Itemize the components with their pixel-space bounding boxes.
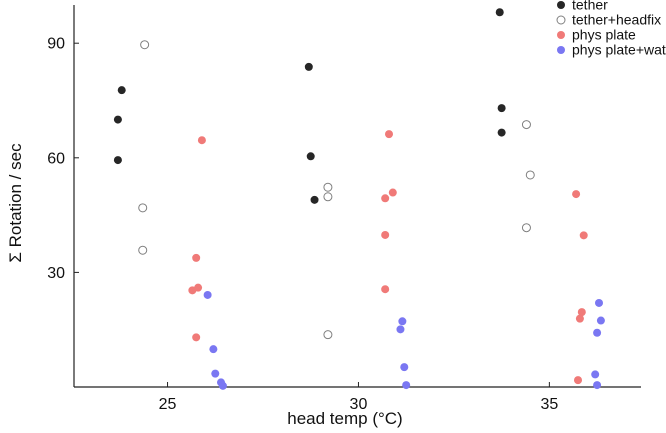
legend-marker xyxy=(557,1,565,9)
data-point xyxy=(310,195,319,204)
data-point xyxy=(596,316,605,325)
data-point xyxy=(525,170,535,180)
data-point xyxy=(117,86,126,95)
data-point xyxy=(497,128,506,137)
data-point xyxy=(579,231,588,240)
data-point xyxy=(521,223,531,233)
legend-marker xyxy=(557,31,565,39)
data-point xyxy=(577,308,586,317)
legend-label: phys plate+water xyxy=(572,42,666,58)
axes: 30 60 90 25 30 35 xyxy=(47,5,641,413)
data-point xyxy=(381,230,390,239)
series-tether-headfix xyxy=(138,40,535,340)
series-phys-plate-water xyxy=(203,290,605,390)
x-tick-label: 25 xyxy=(159,396,177,413)
y-axis-label: Σ Rotation / sec xyxy=(6,143,25,263)
data-point xyxy=(197,136,206,145)
data-point xyxy=(572,190,581,199)
legend-label: tether xyxy=(572,0,608,13)
series-tether xyxy=(113,8,506,204)
x-tick-label: 35 xyxy=(540,396,558,413)
y-tick-label: 60 xyxy=(47,150,65,167)
data-point xyxy=(192,333,201,342)
data-point xyxy=(306,152,315,161)
data-point xyxy=(323,182,333,192)
data-point xyxy=(211,369,220,378)
legend-item: tether xyxy=(557,0,608,13)
legend-item: tether+headfix xyxy=(556,12,661,28)
data-point xyxy=(113,115,122,124)
data-point xyxy=(591,370,600,379)
data-point xyxy=(593,381,602,390)
legend-marker xyxy=(556,15,566,25)
data-point xyxy=(188,286,197,295)
y-tick-label: 30 xyxy=(47,265,65,282)
data-points xyxy=(113,8,605,390)
data-point xyxy=(396,325,405,334)
data-point xyxy=(574,376,582,385)
data-point xyxy=(304,62,313,71)
legend-label: phys plate xyxy=(572,27,636,43)
data-point xyxy=(218,381,227,390)
legend-item: phys plate+water xyxy=(557,42,666,58)
data-point xyxy=(388,188,397,197)
data-point xyxy=(209,345,218,354)
data-point xyxy=(140,40,150,50)
data-point xyxy=(138,245,148,255)
data-point xyxy=(575,314,584,323)
data-point xyxy=(381,194,390,203)
legend-marker xyxy=(557,46,565,54)
data-point xyxy=(203,290,212,299)
data-point xyxy=(381,285,390,294)
data-point xyxy=(385,130,393,139)
series-phys-plate xyxy=(188,130,588,385)
data-point xyxy=(192,253,201,262)
data-point xyxy=(113,156,122,165)
y-tick-label: 90 xyxy=(47,36,65,53)
data-point xyxy=(593,328,602,337)
legend-item: phys plate xyxy=(557,27,636,43)
data-point xyxy=(398,317,407,326)
data-point xyxy=(595,298,603,307)
legend-label: tether+headfix xyxy=(572,12,661,28)
data-point xyxy=(400,363,409,372)
x-axis-label: head temp (°C) xyxy=(287,409,402,428)
data-point xyxy=(138,203,148,213)
data-point xyxy=(497,104,506,113)
data-point xyxy=(323,192,333,202)
data-point xyxy=(495,8,504,17)
x-tick-label: 30 xyxy=(350,396,368,413)
data-point xyxy=(323,330,333,340)
data-point xyxy=(402,381,411,390)
data-point xyxy=(521,120,531,130)
